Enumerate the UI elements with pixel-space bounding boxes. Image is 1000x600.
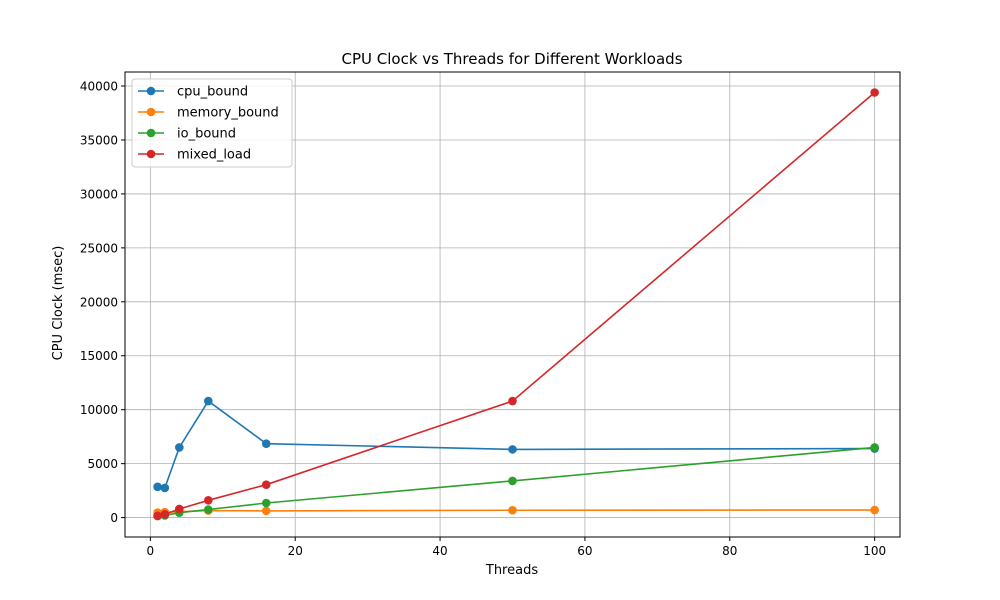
data-point [153, 511, 162, 521]
y-tick-label: 20000 [80, 295, 118, 309]
data-point [508, 476, 517, 486]
data-point [261, 480, 271, 489]
y-tick-label: 0 [110, 511, 118, 525]
data-point [175, 443, 184, 452]
data-point [508, 396, 517, 406]
legend-marker [146, 86, 156, 96]
series-mixed_load [153, 88, 879, 521]
grid [125, 72, 900, 537]
data-point [203, 505, 213, 514]
axes-frame [124, 71, 901, 538]
x-axis-label: Threads [485, 563, 538, 578]
data-point [175, 504, 184, 514]
data-point [203, 496, 213, 505]
y-tick-label: 25000 [80, 241, 118, 255]
x-tick-label: 60 [577, 544, 592, 558]
chart-title: CPU Clock vs Threads for Different Workl… [341, 50, 682, 68]
series-memory_bound [153, 505, 879, 518]
y-tick-label: 5000 [87, 457, 118, 471]
x-tick-label: 40 [432, 544, 447, 558]
y-tick-label: 10000 [80, 403, 118, 417]
data-point [203, 396, 213, 406]
legend-marker [146, 149, 156, 159]
series-cpu_bound [153, 396, 879, 493]
data-point [261, 506, 271, 516]
ticks: 0 20 40 60 80 100 0 5000 10000 15000 20000 25000 300… [80, 80, 886, 558]
legend-item: io_bound [138, 127, 236, 142]
data-point [261, 439, 271, 448]
legend-item: mixed_load [138, 148, 251, 163]
data-point [160, 510, 170, 519]
legend-marker [146, 107, 156, 117]
y-tick-label: 35000 [80, 133, 118, 147]
legend-marker [146, 128, 156, 138]
x-tick-label: 0 [147, 544, 155, 558]
x-tick-label: 80 [722, 544, 737, 558]
legend-label: memory_bound [177, 106, 279, 121]
data-point [160, 483, 170, 493]
y-tick-label: 40000 [80, 80, 118, 94]
legend: cpu_bound memory_bound io_bound mixed_load [131, 78, 293, 168]
y-axis-label: CPU Clock (msec) [51, 246, 66, 361]
legend-label: io_bound [177, 127, 236, 142]
x-tick-label: 100 [863, 544, 886, 558]
y-tick-label: 15000 [80, 349, 118, 363]
legend-item: memory_bound [138, 106, 279, 121]
data-point [870, 88, 879, 97]
data-point [870, 443, 879, 452]
legend-label: mixed_load [177, 148, 251, 163]
x-tick-label: 20 [288, 544, 303, 558]
data-point [508, 505, 517, 515]
legend-label: cpu_bound [177, 85, 248, 100]
plot-area [153, 88, 879, 521]
y-tick-label: 30000 [80, 187, 118, 201]
data-point [508, 445, 517, 454]
data-point [153, 482, 162, 492]
legend-item: cpu_bound [138, 85, 248, 100]
data-point [261, 498, 271, 508]
legend-box [131, 78, 293, 168]
data-point [870, 505, 879, 515]
